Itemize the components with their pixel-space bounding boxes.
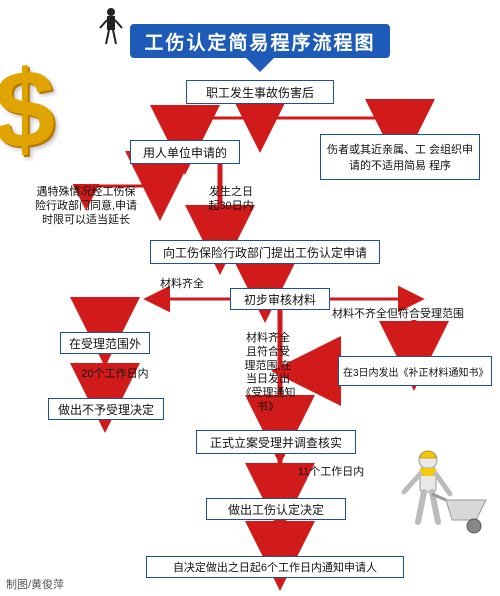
title-pointer [246, 58, 274, 72]
label-l_11d: 11个工作日内 [286, 466, 376, 480]
node-n_outscope: 在受理范围外 [60, 332, 150, 354]
node-n_review: 初步审核材料 [230, 288, 330, 310]
worker-decor [392, 442, 492, 552]
flowchart-canvas: $ 工伤认定简易程序流程图 [0, 0, 500, 596]
title-banner: 工伤认定简易程序流程图 [130, 24, 390, 58]
node-n_correct: 在3日内发出《补正材料通知书》 [338, 356, 492, 386]
node-n_event: 职工发生事故伤害后 [186, 80, 334, 104]
node-n_reject: 做出不予受理决定 [48, 398, 164, 420]
node-n_victim: 伤者或其近亲属、工 会组织申请的不适用简易 程序 [320, 134, 480, 180]
dollar-decor: $ [0, 44, 55, 175]
node-n_notify: 自决定做出之日起6个工作日内通知申请人 [146, 556, 404, 578]
node-n_decide: 做出工伤认定决定 [206, 498, 346, 520]
credit-text: 制图/黄俊萍 [6, 576, 64, 592]
label-l_complete: 材料齐全 [152, 278, 212, 292]
node-n_employer: 用人单位申请的 [130, 140, 240, 164]
label-l_30d: 发生之日 起30日内 [196, 186, 266, 214]
label-l_20d: 20个工作日内 [70, 368, 160, 382]
label-l_inrange: 材料齐全 且符合受 理范围,在 当日发出 《受理通知 书》 [232, 332, 304, 415]
businessman-decor [96, 6, 126, 46]
label-l_notcomp: 材料不齐全但符合受理范围 [318, 308, 478, 322]
node-n_accept: 正式立案受理并调查核实 [196, 430, 356, 454]
node-n_apply: 向工伤保险行政部门提出工伤认定申请 [150, 240, 380, 264]
label-l_extend: 遇特殊情况经工伤保 险行政部门同意,申请 时限可以适当延长 [26, 186, 146, 227]
